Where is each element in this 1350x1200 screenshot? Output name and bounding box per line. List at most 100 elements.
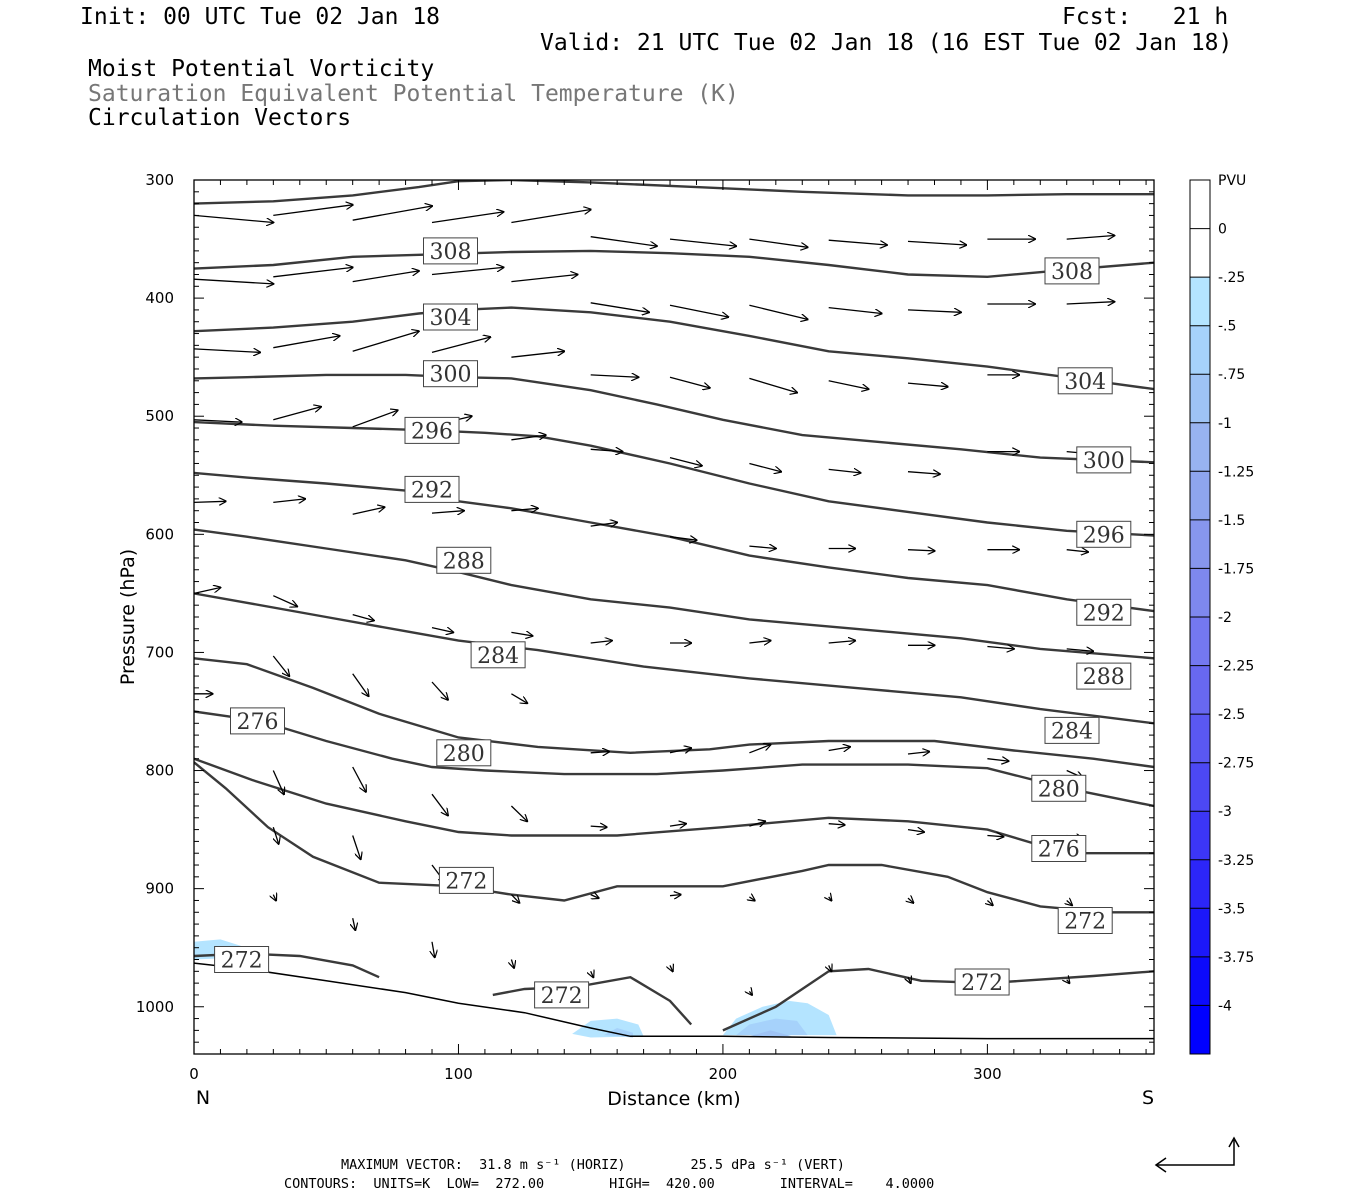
circulation-vector	[669, 824, 686, 826]
contour-label: 288	[443, 549, 485, 574]
circulation-vector	[352, 835, 361, 860]
circulation-vector	[669, 238, 736, 246]
colorbar-swatch	[1190, 665, 1210, 715]
contour-label-box	[423, 237, 478, 265]
x-tick-label: 300	[973, 1065, 1002, 1083]
circulation-vector	[510, 894, 519, 903]
circulation-vector	[273, 827, 278, 844]
forecast-hour: Fcst: 21 h	[1062, 4, 1229, 30]
circulation-vector	[829, 965, 832, 971]
contour-label-box	[230, 707, 285, 735]
y-axis-labels: 300 400 500 600 700 800 900 1000	[136, 171, 174, 1016]
colorbar-swatch	[1190, 859, 1210, 909]
colorbar-swatch	[1190, 180, 1210, 230]
contour-label: 280	[443, 742, 485, 767]
theta-contour-288	[194, 528, 1154, 660]
circulation-vector	[987, 759, 1008, 761]
circulation-vector	[431, 793, 448, 815]
colorbar-swatch	[1190, 908, 1210, 958]
colorbar-swatch	[1190, 519, 1210, 569]
colorbar-label: -2.75	[1218, 756, 1254, 772]
y-tick-label: 900	[145, 880, 174, 898]
colorbar-swatch	[1190, 277, 1210, 327]
circulation-vector	[511, 508, 537, 510]
circulation-vector	[907, 383, 948, 387]
circulation-vector	[669, 456, 702, 466]
colorbar-swatch	[1190, 714, 1210, 764]
circulation-vector	[908, 898, 913, 903]
theta-contour-layer	[194, 180, 1154, 1032]
contour-label: 308	[1051, 260, 1093, 285]
circulation-vector	[590, 641, 612, 643]
theta-contour-300	[194, 373, 1154, 464]
contour-label: 304	[430, 306, 472, 331]
circulation-vector	[590, 826, 607, 827]
y-tick-label: 500	[145, 407, 174, 425]
circulation-vector	[828, 747, 850, 751]
contour-label: 296	[411, 419, 453, 444]
init-time: Init: 00 UTC Tue 02 Jan 18	[80, 4, 441, 30]
theta-contour-304	[194, 306, 1154, 391]
circulation-vector	[749, 238, 807, 247]
colorbar-swatch	[1190, 325, 1210, 375]
colorbar: 0 -.25 -.5 -.75 -1 -1.25 -1.5 -1.75 -2 -2.25 -2.5 -…	[1189, 179, 1254, 1055]
contour-label-box	[1057, 367, 1113, 395]
circulation-vector	[352, 673, 369, 696]
circulation-vector	[590, 302, 649, 313]
valid-time: Valid: 21 UTC Tue 02 Jan 18 (16 EST Tue …	[540, 30, 1233, 56]
circulation-vector	[431, 212, 503, 224]
circulation-vector	[669, 304, 728, 317]
contour-label-box	[1076, 598, 1132, 626]
theta-contour-276	[194, 757, 1154, 855]
circulation-vector	[591, 971, 594, 977]
contour-label: 280	[1038, 777, 1080, 802]
contour-label-box	[470, 641, 526, 669]
circulation-vector	[749, 304, 807, 319]
x-tick-label: 200	[709, 1065, 738, 1083]
colorbar-label: -1.75	[1218, 561, 1254, 577]
circulation-vector	[1066, 649, 1094, 651]
circulation-vector	[907, 830, 924, 832]
contour-label-box	[1057, 907, 1113, 934]
contour-label: 272	[541, 984, 583, 1009]
circulation-vector	[431, 681, 448, 700]
circulation-vector	[194, 214, 273, 222]
contour-info: CONTOURS: UNITS=K LOW= 272.00 HIGH= 420.…	[284, 1176, 935, 1192]
circulation-vector	[511, 351, 564, 358]
circulation-vector	[669, 748, 691, 753]
circulation-vector	[907, 550, 935, 551]
contour-label-box	[1044, 716, 1100, 744]
field-title-theta: Saturation Equivalent Potential Temperat…	[88, 81, 739, 107]
x-axis-labels: 0 100 200 300	[189, 1065, 1001, 1083]
colorbar-label: -4	[1218, 998, 1232, 1014]
contour-label: 276	[1038, 838, 1080, 863]
y-tick-label: 400	[145, 289, 174, 307]
contour-label-box	[436, 546, 492, 574]
contour-label-box	[1031, 835, 1087, 862]
contour-label: 276	[237, 710, 279, 735]
circulation-vector	[511, 435, 545, 441]
circulation-vector	[273, 336, 339, 349]
contour-label: 272	[961, 971, 1003, 996]
contour-label: 304	[1064, 370, 1106, 395]
circulation-vector	[1066, 550, 1088, 552]
circulation-vector	[273, 205, 352, 217]
circulation-vector	[1067, 901, 1072, 906]
circulation-vector	[352, 331, 419, 352]
cross-section-chart: 308 308 304 304 300 300 296 296 292 292 288 288 284 2…	[117, 171, 1254, 1110]
pv-shade-region	[749, 1030, 792, 1037]
colorbar-label: -.25	[1218, 270, 1245, 286]
circulation-vector	[749, 546, 775, 548]
theta-contour-312	[194, 180, 1154, 205]
circulation-vector	[828, 641, 856, 643]
circulation-vector	[272, 770, 284, 795]
y-tick-label: 700	[145, 643, 174, 661]
circulation-vector	[510, 805, 527, 821]
colorbar-swatch	[1190, 471, 1210, 521]
contour-label: 300	[430, 363, 472, 388]
circulation-vector	[590, 375, 639, 377]
circulation-vector	[828, 239, 887, 245]
contour-label-box	[534, 981, 590, 1009]
circulation-vector	[511, 210, 590, 224]
colorbar-label: -3.25	[1218, 853, 1254, 869]
